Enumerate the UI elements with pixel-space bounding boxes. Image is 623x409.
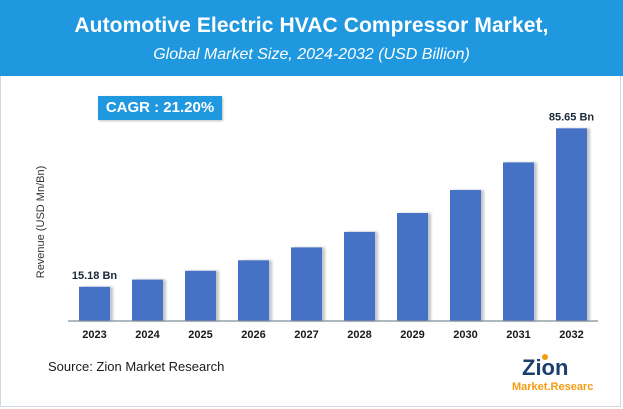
x-tick-label: 2024 bbox=[135, 329, 160, 341]
bar-2029 bbox=[397, 213, 428, 321]
source-note: Source: Zion Market Research bbox=[48, 359, 225, 374]
x-tick-label: 2030 bbox=[453, 329, 477, 341]
bar-2023 bbox=[79, 286, 110, 321]
bar-2025 bbox=[185, 270, 216, 321]
x-tick-label: 2028 bbox=[347, 329, 371, 341]
x-tick-label: 2027 bbox=[294, 329, 318, 341]
x-tick-label: 2025 bbox=[188, 329, 212, 341]
bar-2032 bbox=[556, 128, 587, 321]
bar-2031 bbox=[503, 162, 534, 321]
logo-dot-icon bbox=[542, 354, 548, 360]
logo-word-bottom: Market.Research bbox=[512, 381, 594, 393]
data-labels: 15.18 Bn 85.65 Bn bbox=[72, 111, 595, 281]
bar-2024 bbox=[132, 279, 163, 321]
chart-header: Automotive Electric HVAC Compressor Mark… bbox=[0, 0, 623, 76]
zion-logo: Zion Market.Research bbox=[512, 354, 594, 393]
x-tick-label: 2029 bbox=[400, 329, 424, 341]
cagr-badge: CAGR : 21.20% bbox=[98, 96, 222, 120]
x-tick-label: 2032 bbox=[559, 329, 583, 341]
bar-2027 bbox=[291, 247, 322, 321]
bar-2030 bbox=[450, 190, 481, 321]
chart-title: Automotive Electric HVAC Compressor Mark… bbox=[74, 14, 549, 37]
bar-2028 bbox=[344, 231, 375, 321]
x-tick-label: 2031 bbox=[506, 329, 530, 341]
bar-series bbox=[79, 128, 587, 322]
x-tick-label: 2026 bbox=[241, 329, 265, 341]
y-axis-label: Revenue (USD Mn/Bn) bbox=[35, 166, 47, 279]
x-ticks: 2023 2024 2025 2026 2027 2028 2029 2030 2031 2032 bbox=[82, 329, 583, 341]
data-label-2032: 85.65 Bn bbox=[549, 111, 595, 123]
chart-subtitle: Global Market Size, 2024-2032 (USD Billi… bbox=[153, 46, 470, 63]
bar-2026 bbox=[238, 260, 269, 322]
data-label-2023: 15.18 Bn bbox=[72, 270, 118, 282]
x-tick-label: 2023 bbox=[82, 329, 106, 341]
